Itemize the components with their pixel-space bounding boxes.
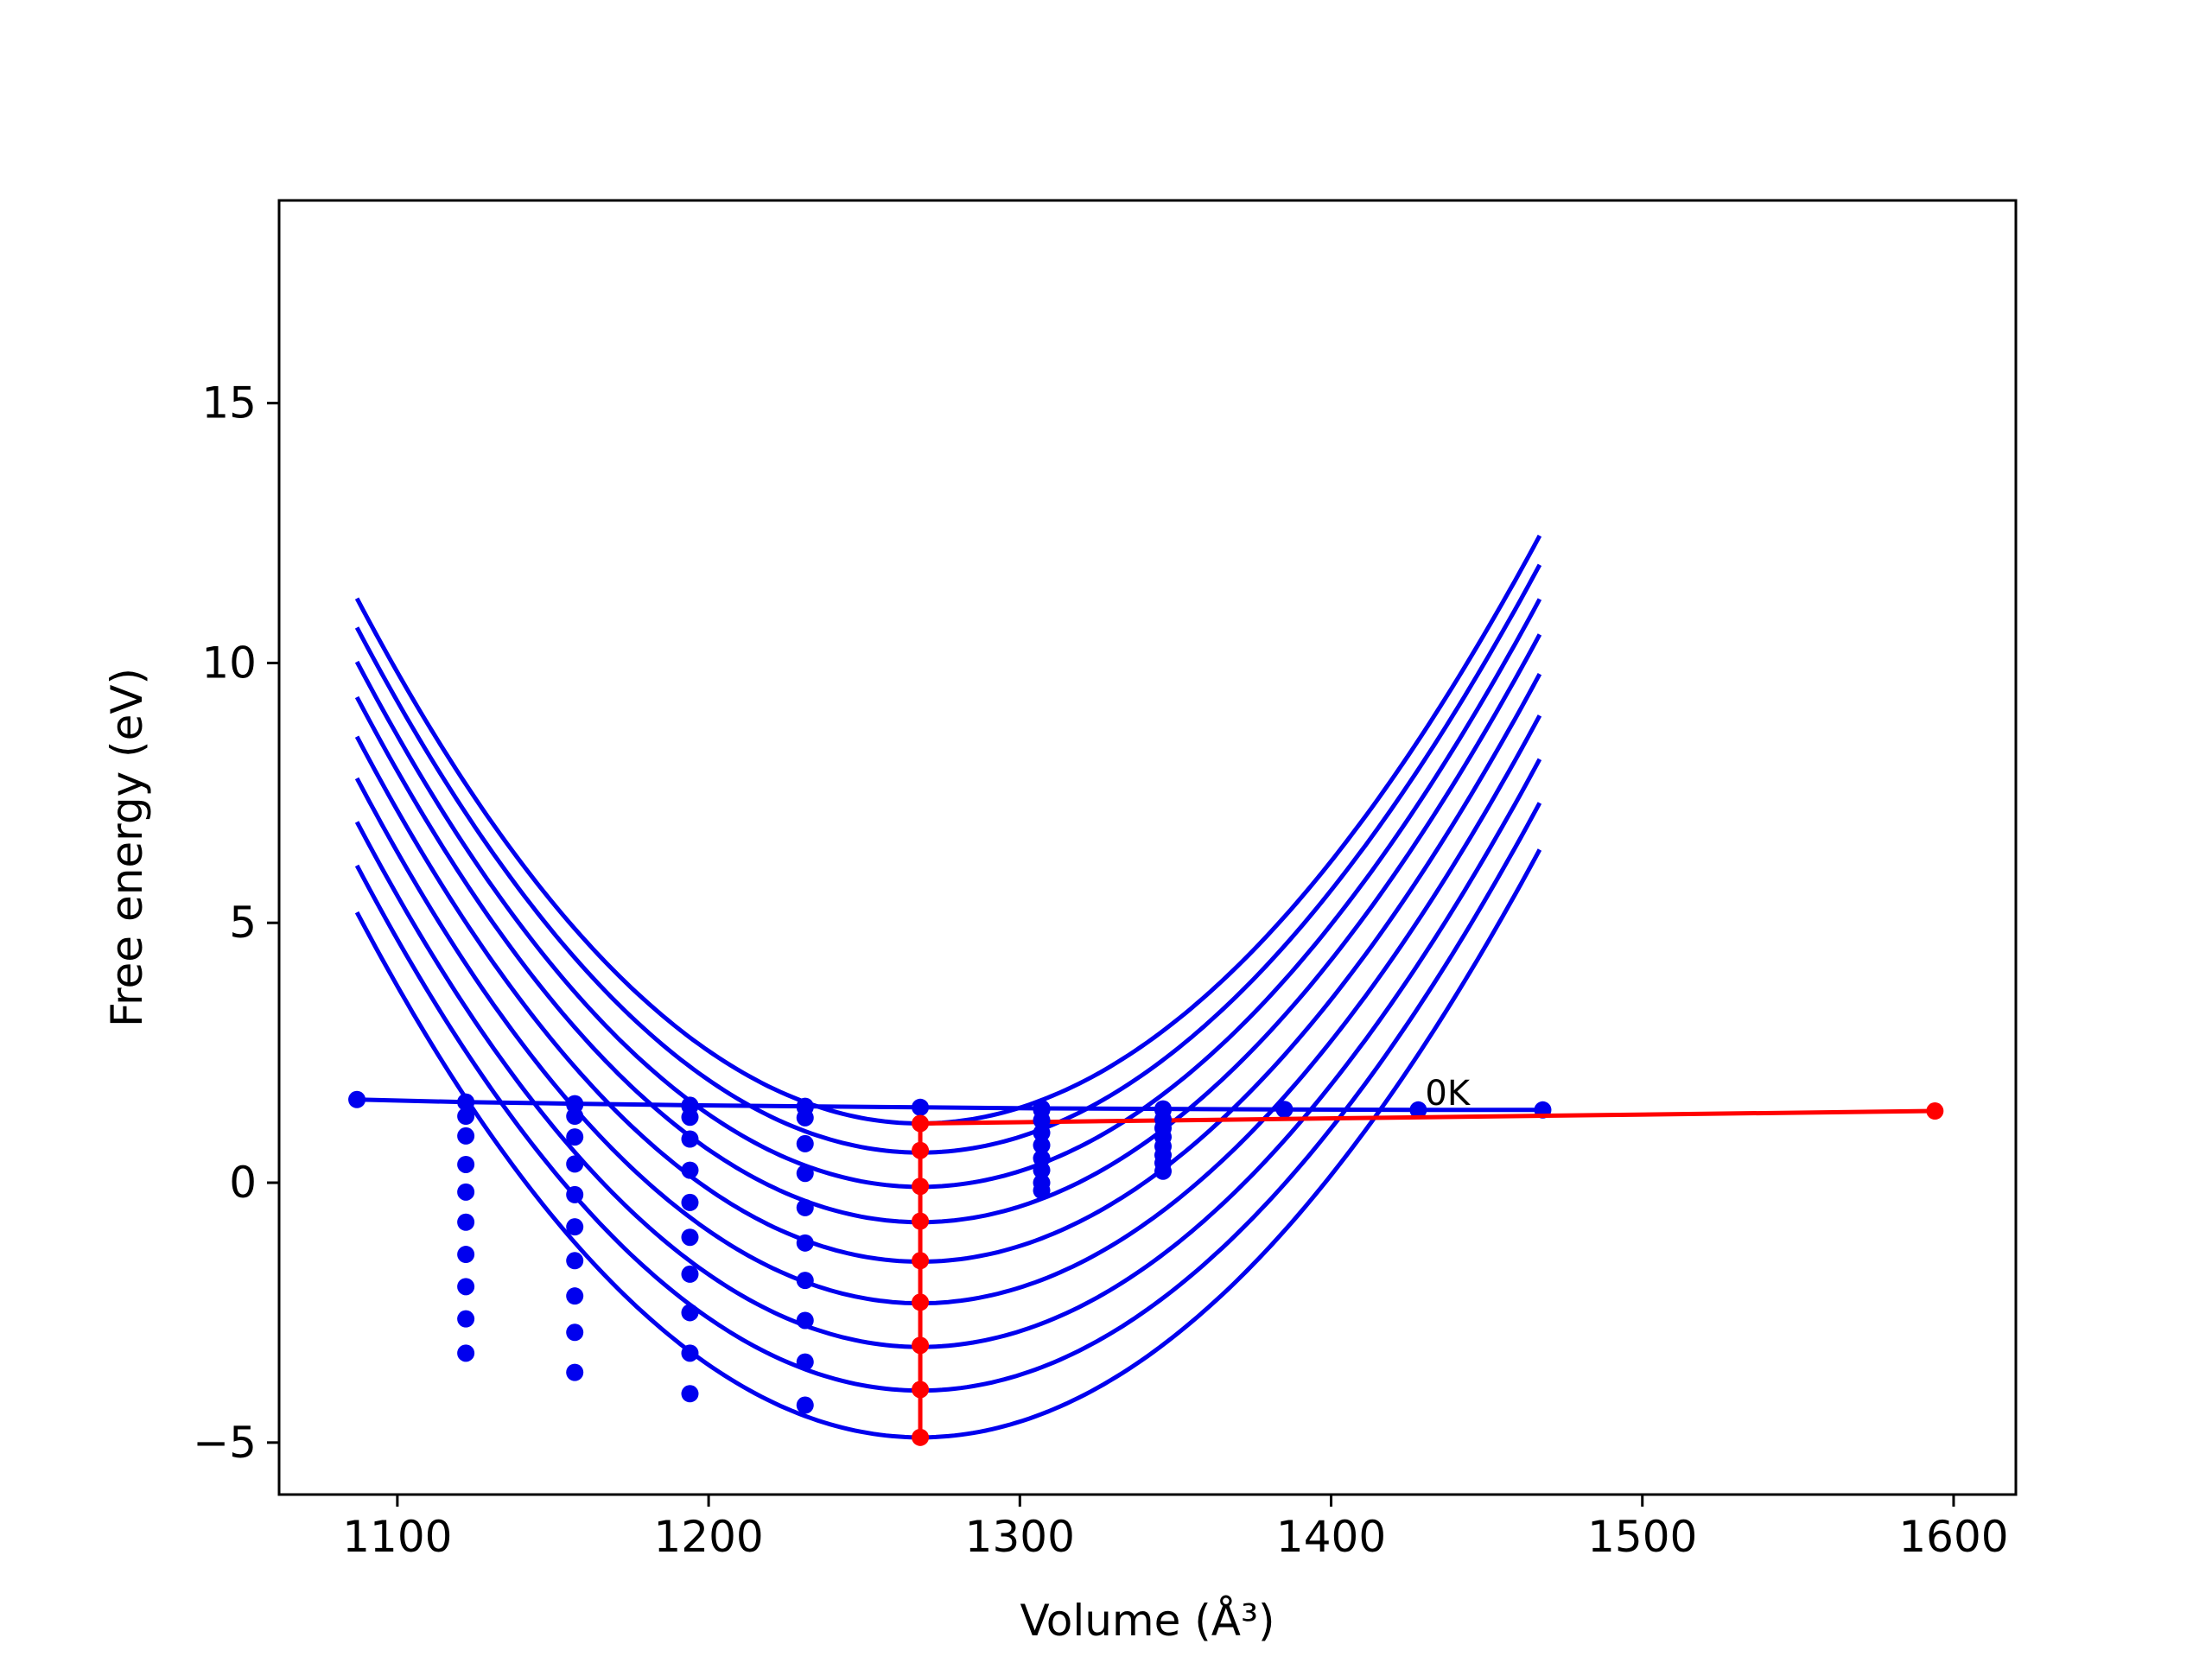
equilibrium-point — [912, 1141, 930, 1159]
data-point — [457, 1310, 475, 1328]
data-point — [681, 1130, 699, 1148]
data-point — [681, 1228, 699, 1247]
data-point — [1033, 1149, 1051, 1167]
data-point — [796, 1353, 814, 1371]
data-point — [796, 1198, 814, 1216]
data-point — [1154, 1162, 1173, 1180]
data-point — [796, 1272, 814, 1290]
data-point — [796, 1234, 814, 1252]
y-tick-label: 0 — [229, 1158, 257, 1208]
y-axis-label: Free energy (eV) — [102, 668, 152, 1027]
zero-k-annotation: 0K — [1425, 1074, 1471, 1114]
data-point — [796, 1396, 814, 1414]
data-point — [681, 1265, 699, 1283]
equilibrium-point — [912, 1177, 930, 1196]
data-point — [457, 1108, 475, 1126]
equilibrium-point — [912, 1252, 930, 1270]
data-point — [681, 1161, 699, 1179]
fit-curve-8 — [354, 802, 1542, 1393]
fit-curve-5 — [354, 673, 1542, 1264]
equilibrium-series — [912, 1102, 1944, 1446]
data-point — [457, 1183, 475, 1201]
fit-curve-2 — [354, 563, 1542, 1155]
data-point — [1033, 1161, 1051, 1179]
x-tick-label: 1200 — [653, 1512, 763, 1562]
data-point — [1033, 1124, 1051, 1142]
data-point — [457, 1344, 475, 1362]
zero-k-point — [1275, 1101, 1294, 1119]
y-axis-ticks: −5 0 5 10 15 — [193, 378, 279, 1468]
data-point — [457, 1246, 475, 1264]
data-point — [457, 1213, 475, 1231]
y-tick-label: 10 — [201, 638, 257, 688]
equilibrium-point — [912, 1381, 930, 1399]
data-point — [796, 1311, 814, 1330]
y-tick-label: 15 — [201, 378, 257, 428]
zero-k-point — [912, 1098, 930, 1116]
x-tick-label: 1400 — [1276, 1512, 1386, 1562]
data-point — [566, 1363, 584, 1381]
data-point — [566, 1185, 584, 1203]
data-point — [796, 1165, 814, 1183]
equilibrium-point — [912, 1336, 930, 1355]
equilibrium-end-point — [1926, 1102, 1944, 1120]
plot-frame — [277, 199, 2018, 1496]
data-point — [566, 1323, 584, 1342]
x-axis-ticks: 1100 1200 1300 1400 1500 1600 — [342, 1495, 2009, 1562]
data-point — [1033, 1182, 1051, 1200]
data-point — [566, 1108, 584, 1126]
equilibrium-point — [912, 1428, 930, 1446]
y-tick-label: −5 — [193, 1418, 257, 1468]
x-tick-label: 1100 — [342, 1512, 452, 1562]
data-point — [681, 1304, 699, 1322]
data-point — [457, 1155, 475, 1173]
fit-curve-7 — [354, 758, 1542, 1349]
fit-curve-6 — [354, 714, 1542, 1306]
equilibrium-point — [912, 1114, 930, 1133]
x-tick-label: 1300 — [965, 1512, 1075, 1562]
data-point — [681, 1385, 699, 1403]
zero-k-point — [348, 1090, 366, 1108]
data-point — [681, 1108, 699, 1127]
data-point — [566, 1128, 584, 1146]
data-point — [566, 1155, 584, 1173]
data-point — [566, 1287, 584, 1305]
equilibrium-point — [912, 1293, 930, 1311]
data-point — [1033, 1136, 1051, 1154]
equilibrium-point — [912, 1212, 930, 1230]
plot-area — [279, 200, 2016, 1495]
data-points — [457, 1093, 1173, 1414]
data-point — [796, 1108, 814, 1127]
data-point — [681, 1344, 699, 1362]
x-tick-label: 1500 — [1587, 1512, 1697, 1562]
fit-curve-9 — [354, 848, 1542, 1440]
data-point — [457, 1093, 475, 1111]
fit-curves — [354, 534, 1542, 1440]
zero-k-point — [1409, 1101, 1427, 1119]
data-point — [566, 1218, 584, 1236]
data-point — [681, 1193, 699, 1211]
data-point — [457, 1127, 475, 1145]
y-tick-label: 5 — [229, 898, 257, 948]
fit-curve-3 — [354, 598, 1542, 1190]
data-point — [1033, 1111, 1051, 1129]
x-axis-label: Volume (Å³) — [1020, 1596, 1274, 1646]
equilibrium-line — [920, 1108, 1936, 1126]
data-point — [566, 1252, 584, 1270]
fit-curve-4 — [354, 633, 1542, 1225]
x-tick-label: 1600 — [1898, 1512, 2008, 1562]
data-point — [796, 1134, 814, 1152]
data-point — [457, 1278, 475, 1296]
